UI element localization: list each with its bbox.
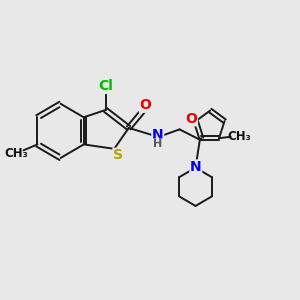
Text: S: S	[113, 148, 123, 162]
Text: CH₃: CH₃	[227, 130, 251, 143]
Text: CH₃: CH₃	[5, 147, 28, 160]
Text: O: O	[185, 112, 197, 126]
Text: N: N	[190, 160, 202, 174]
Text: N: N	[152, 128, 164, 142]
Text: Cl: Cl	[98, 80, 113, 93]
Text: H: H	[153, 139, 163, 149]
Text: O: O	[140, 98, 151, 112]
